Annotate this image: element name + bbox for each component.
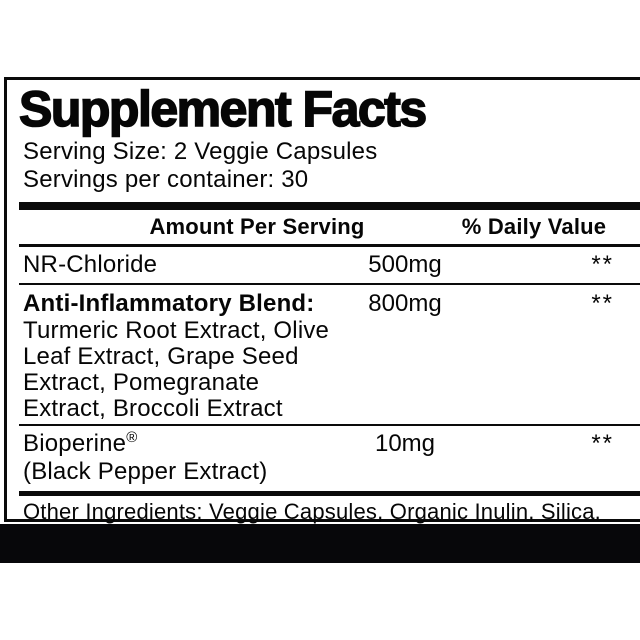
row-separator-rule [19, 424, 640, 426]
thick-separator-bar [19, 202, 640, 210]
blend-description-line: Turmeric Root Extract, Olive [23, 317, 330, 344]
bottom-section-rule [19, 491, 640, 496]
ingredient-row-bioperine: Bioperine® 10mg ** [17, 430, 640, 458]
blend-description-line: Leaf Extract, Grape Seed [23, 343, 299, 370]
ingredient-daily-value: ** [591, 251, 614, 278]
blend-description-line: Extract, Broccoli Extract [23, 395, 283, 422]
row-separator-rule [19, 283, 640, 285]
ingredient-name: NR-Chloride [23, 251, 158, 278]
other-ingredients-line: Other Ingredients: Veggie Capsules, Orga… [23, 499, 601, 524]
blend-description-line: Extract, Pomegranate [23, 369, 260, 396]
column-header-row: Amount Per Serving % Daily Value [17, 210, 640, 244]
ingredient-name-text: Bioperine [23, 430, 127, 457]
ingredient-daily-value: ** [591, 430, 614, 457]
header-separator-rule [19, 244, 640, 247]
serving-size-line: Serving Size: 2 Veggie Capsules [23, 138, 378, 165]
ingredient-row-blend: Anti-Inflammatory Blend: 800mg ** [17, 290, 640, 318]
ingredient-name: Anti-Inflammatory Blend: [23, 290, 315, 317]
registered-trademark-symbol: ® [126, 429, 138, 446]
ingredient-row-nr-chloride: NR-Chloride 500mg ** [17, 247, 640, 283]
ingredient-amount: 10mg [374, 430, 436, 457]
footer-black-bar [0, 524, 640, 563]
amount-per-serving-header: Amount Per Serving [149, 214, 365, 239]
servings-per-container-line: Servings per container: 30 [23, 166, 309, 193]
ingredient-daily-value: ** [591, 290, 614, 317]
bioperine-description-line: (Black Pepper Extract) [23, 458, 268, 485]
supplement-facts-panel: Supplement Facts Serving Size: 2 Veggie … [4, 77, 640, 524]
ingredient-amount: 800mg [368, 290, 442, 317]
ingredient-amount: 500mg [368, 251, 442, 278]
ingredient-name: Bioperine® [17, 430, 335, 458]
panel-title: Supplement Facts [18, 81, 428, 137]
daily-value-header: % Daily Value [461, 214, 607, 239]
